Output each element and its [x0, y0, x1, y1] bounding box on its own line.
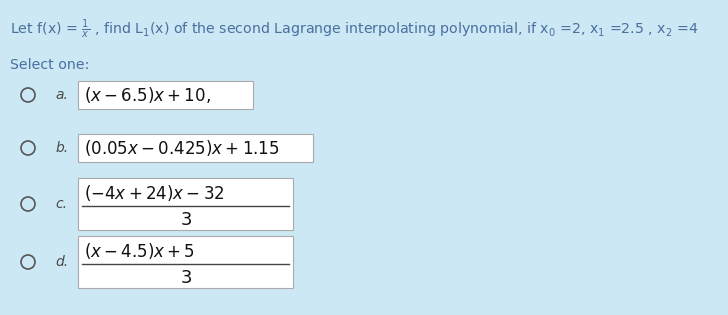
Text: $(x - 6.5)x + 10,$: $(x - 6.5)x + 10,$	[84, 85, 211, 105]
Text: $3$: $3$	[180, 211, 191, 229]
Text: b.: b.	[55, 141, 68, 155]
FancyBboxPatch shape	[78, 81, 253, 109]
Text: $(x - 4.5)x + 5$: $(x - 4.5)x + 5$	[84, 241, 195, 261]
Text: a.: a.	[55, 88, 68, 102]
Text: Select one:: Select one:	[10, 58, 90, 72]
FancyBboxPatch shape	[78, 178, 293, 230]
Text: c.: c.	[55, 197, 67, 211]
Text: $(0.05x - 0.425)x + 1.15$: $(0.05x - 0.425)x + 1.15$	[84, 138, 280, 158]
Text: $3$: $3$	[180, 269, 191, 287]
Text: $(-4x + 24)x - 32$: $(-4x + 24)x - 32$	[84, 183, 225, 203]
FancyBboxPatch shape	[78, 134, 313, 162]
Text: Let f(x) = $\frac{1}{x}$ , find L$_1$(x) of the second Lagrange interpolating po: Let f(x) = $\frac{1}{x}$ , find L$_1$(x)…	[10, 18, 699, 41]
Text: d.: d.	[55, 255, 68, 269]
FancyBboxPatch shape	[78, 236, 293, 288]
